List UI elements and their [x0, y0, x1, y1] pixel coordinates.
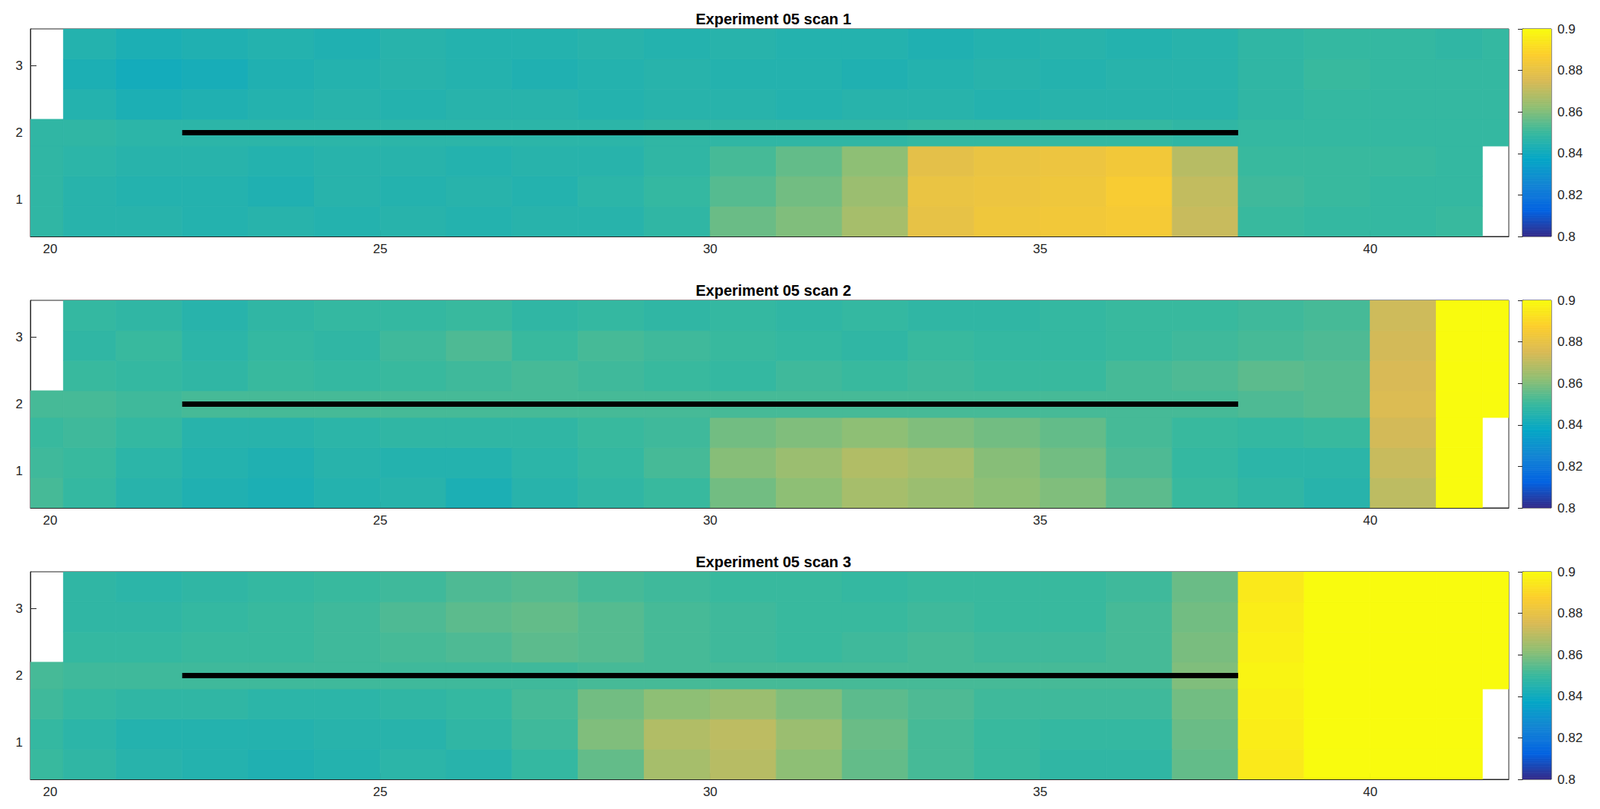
svg-text:0.82: 0.82: [1557, 730, 1583, 745]
svg-text:40: 40: [1362, 784, 1378, 799]
svg-text:35: 35: [1032, 241, 1048, 257]
svg-text:3: 3: [15, 58, 23, 73]
svg-text:30: 30: [703, 513, 718, 528]
svg-text:20: 20: [43, 513, 58, 528]
svg-text:0.8: 0.8: [1557, 229, 1576, 244]
svg-text:0.88: 0.88: [1557, 334, 1583, 349]
svg-text:25: 25: [373, 784, 388, 799]
svg-text:0.86: 0.86: [1557, 104, 1583, 120]
svg-text:0.84: 0.84: [1557, 145, 1583, 161]
svg-text:0.86: 0.86: [1557, 647, 1583, 663]
svg-text:0.9: 0.9: [1557, 22, 1576, 37]
svg-text:40: 40: [1362, 513, 1378, 528]
svg-text:0.84: 0.84: [1557, 417, 1583, 432]
svg-text:35: 35: [1032, 784, 1048, 799]
svg-text:25: 25: [373, 241, 388, 257]
svg-text:0.84: 0.84: [1557, 688, 1583, 704]
svg-text:0.9: 0.9: [1557, 293, 1576, 308]
svg-text:1: 1: [15, 192, 23, 207]
svg-text:0.8: 0.8: [1557, 500, 1576, 516]
svg-text:0.82: 0.82: [1557, 459, 1583, 474]
svg-text:0.86: 0.86: [1557, 376, 1583, 391]
svg-text:20: 20: [43, 784, 58, 799]
svg-text:25: 25: [373, 513, 388, 528]
svg-text:30: 30: [703, 241, 718, 257]
svg-text:2: 2: [15, 668, 23, 683]
svg-text:1: 1: [15, 735, 23, 750]
svg-text:30: 30: [703, 784, 718, 799]
svg-text:1: 1: [15, 463, 23, 479]
svg-text:Experiment 05 scan 3: Experiment 05 scan 3: [695, 553, 852, 571]
svg-text:40: 40: [1362, 241, 1378, 257]
svg-text:0.82: 0.82: [1557, 187, 1583, 203]
svg-text:0.88: 0.88: [1557, 605, 1583, 621]
svg-text:2: 2: [15, 125, 23, 140]
svg-text:3: 3: [15, 329, 23, 345]
svg-text:20: 20: [43, 241, 58, 257]
svg-text:35: 35: [1032, 513, 1048, 528]
svg-text:2: 2: [15, 396, 23, 412]
svg-text:Experiment 05 scan 1: Experiment 05 scan 1: [695, 10, 852, 28]
svg-text:0.8: 0.8: [1557, 772, 1576, 787]
svg-text:0.88: 0.88: [1557, 63, 1583, 78]
svg-text:3: 3: [15, 601, 23, 616]
svg-text:0.9: 0.9: [1557, 564, 1576, 580]
svg-text:Experiment 05 scan 2: Experiment 05 scan 2: [695, 281, 852, 299]
